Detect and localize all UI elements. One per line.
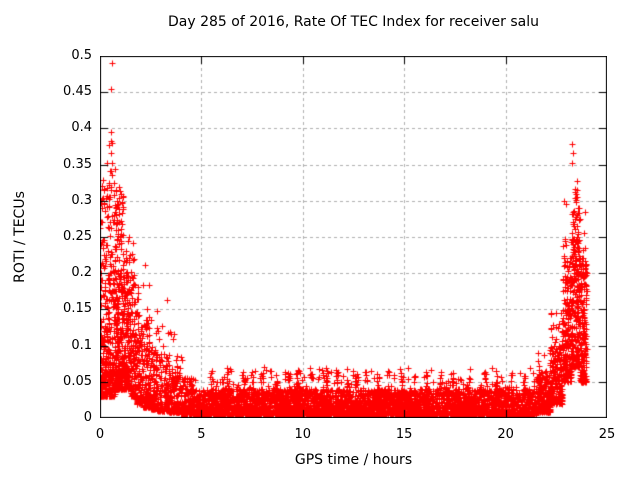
x-tick-label: 25 [598,427,616,442]
y-tick-label: 0.1 [71,337,92,353]
y-tick-label: 0.15 [63,301,92,317]
y-tick-label: 0 [83,410,92,425]
y-tick-label: 0.5 [71,48,92,63]
y-tick-label: 0.45 [63,84,92,100]
y-tick-label: 0.05 [63,373,92,389]
y-tick-label: 0.3 [71,192,92,208]
y-tick-label: 0.2 [71,265,92,281]
plot-area-canvas [100,56,607,418]
x-tick-label: 5 [197,427,206,442]
x-tick-label: 0 [95,427,105,442]
y-tick-label: 0.4 [71,120,92,136]
y-tick-label: 0.25 [63,229,92,244]
x-tick-label: 10 [294,427,312,442]
x-tick-label: 15 [395,427,413,442]
y-tick-label: 0.35 [63,156,92,172]
x-axis-label: GPS time / hours [294,452,413,468]
x-tick-label: 20 [497,427,514,442]
chart-title: Day 285 of 2016, Rate Of TEC Index for r… [167,14,539,30]
